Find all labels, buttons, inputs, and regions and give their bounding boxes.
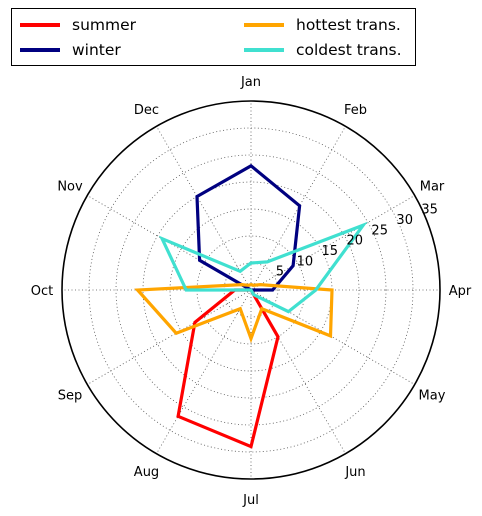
theta-label-jun: Jun	[344, 465, 365, 480]
legend-label-summer: summer	[72, 16, 137, 34]
theta-label-oct: Oct	[31, 284, 53, 299]
theta-label-aug: Aug	[134, 465, 159, 480]
theta-label-sep: Sep	[58, 389, 83, 404]
r-tick-label-10: 10	[297, 254, 314, 269]
grid-ring-20	[142, 181, 360, 399]
r-tick-label-5: 5	[276, 265, 284, 280]
grid-spoke-dec	[156, 126, 252, 291]
r-tick-label-35: 35	[421, 203, 438, 218]
r-tick-label-25: 25	[371, 223, 388, 238]
theta-label-jul: Jul	[242, 493, 259, 508]
legend-label-coldest: coldest trans.	[296, 41, 402, 59]
theta-label-apr: Apr	[449, 284, 472, 299]
legend-swatch-summer	[20, 23, 60, 27]
theta-label-mar: Mar	[420, 180, 445, 195]
legend-swatch-coldest	[244, 48, 284, 52]
grid-spoke-aug	[156, 289, 252, 454]
r-tick-label-30: 30	[396, 213, 413, 228]
legend-entry-winter: winter	[20, 40, 121, 60]
series-line-hottest-trans	[134, 282, 334, 344]
grid-ring-25	[115, 154, 387, 426]
series-line-winter	[195, 163, 302, 292]
series-line-coldest-trans	[158, 221, 368, 314]
theta-label-dec: Dec	[134, 103, 159, 118]
grid-ring-10	[196, 235, 306, 345]
tick-labels: Jan Feb Mar Apr May Jun Jul Aug Sep Oct Nov Dec 5 10 1…	[31, 75, 472, 508]
polar-axis	[61, 100, 441, 480]
legend-entry-summer: summer	[20, 15, 136, 35]
r-tick-label-15: 15	[322, 244, 339, 259]
legend-entry-hottest: hottest trans.	[244, 15, 401, 35]
theta-label-may: May	[419, 389, 446, 404]
legend-label-winter: winter	[72, 41, 121, 59]
theta-label-feb: Feb	[344, 103, 367, 118]
grid-spoke-mar	[250, 195, 415, 291]
r-tick-label-20: 20	[347, 234, 364, 249]
legend-swatch-hottest	[244, 23, 284, 27]
polar-boundary	[61, 100, 441, 480]
theta-label-jan: Jan	[240, 75, 261, 90]
legend: summer winter hottest trans. coldest tra…	[11, 8, 416, 66]
theta-label-nov: Nov	[57, 180, 83, 195]
series-lines	[134, 163, 368, 449]
legend-swatch-winter	[20, 48, 60, 52]
legend-entry-coldest: coldest trans.	[244, 40, 402, 60]
grid-spoke-sep	[87, 289, 252, 385]
legend-label-hottest: hottest trans.	[296, 16, 401, 34]
